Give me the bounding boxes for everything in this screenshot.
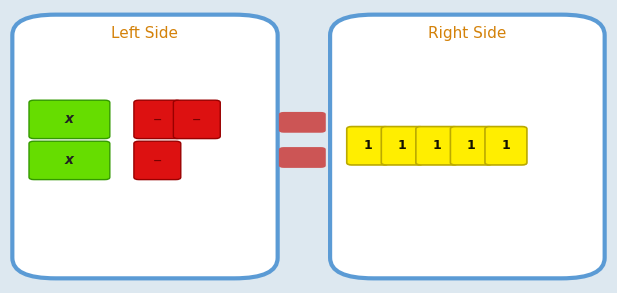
FancyBboxPatch shape [29,141,110,180]
FancyBboxPatch shape [134,141,181,180]
FancyBboxPatch shape [173,100,220,139]
Text: −: − [152,114,162,125]
Text: x: x [65,113,74,126]
FancyBboxPatch shape [347,127,389,165]
Text: −: − [192,114,202,125]
FancyBboxPatch shape [330,15,605,278]
FancyBboxPatch shape [29,100,110,139]
Text: 1: 1 [502,139,510,152]
Text: 1: 1 [398,139,407,152]
Text: Left Side: Left Side [112,26,178,41]
Text: Right Side: Right Side [428,26,507,41]
FancyBboxPatch shape [381,127,423,165]
FancyBboxPatch shape [450,127,492,165]
FancyBboxPatch shape [134,100,181,139]
FancyBboxPatch shape [12,15,278,278]
Text: 1: 1 [467,139,476,152]
Text: x: x [65,154,74,167]
FancyBboxPatch shape [485,127,527,165]
FancyBboxPatch shape [279,147,326,168]
FancyBboxPatch shape [416,127,458,165]
Text: −: − [152,155,162,166]
FancyBboxPatch shape [279,112,326,133]
Text: 1: 1 [433,139,441,152]
Text: 1: 1 [363,139,372,152]
